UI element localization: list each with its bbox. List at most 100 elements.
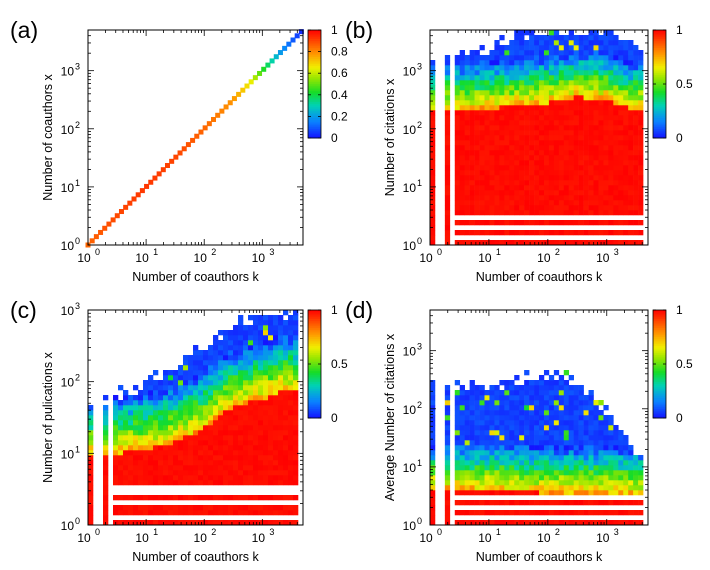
heatmap-cell: [459, 175, 465, 181]
heatmap-cell: [293, 495, 299, 501]
heatmap-cell: [553, 75, 560, 81]
heatmap-cell: [628, 240, 634, 246]
heatmap-cell: [598, 195, 604, 201]
heatmap-cell: [258, 455, 264, 461]
heatmap-cell: [283, 430, 289, 436]
heatmap-cell: [638, 115, 644, 121]
heatmap-cell: [208, 510, 214, 516]
heatmap-cell: [202, 125, 208, 131]
heatmap-cell: [459, 110, 465, 116]
heatmap-cell: [603, 105, 609, 111]
heatmap-cell: [464, 420, 470, 426]
heatmap-cell: [193, 380, 199, 386]
heatmap-cell: [598, 200, 604, 206]
heatmap-cell: [524, 185, 530, 191]
heatmap-cell: [519, 125, 525, 131]
heatmap-cell: [509, 40, 515, 46]
heatmap-cell: [173, 510, 179, 516]
heatmap-cell: [238, 365, 244, 371]
heatmap-cell: [283, 495, 289, 501]
heatmap-cell: [203, 505, 209, 511]
heatmap-cell: [203, 420, 209, 426]
heatmap-cell: [430, 440, 436, 446]
heatmap-cell: [593, 240, 599, 246]
heatmap-cell: [248, 445, 254, 451]
heatmap-cell: [563, 490, 570, 496]
heatmap-cell: [613, 430, 619, 436]
heatmap-cell: [273, 460, 279, 466]
heatmap-cell: [248, 79, 254, 85]
heatmap-cell: [193, 520, 199, 526]
colorbar-segment: [308, 98, 321, 101]
heatmap-cell: [543, 415, 550, 421]
heatmap-cell: [558, 455, 565, 461]
heatmap-cell: [268, 450, 274, 456]
heatmap-cell: [459, 120, 465, 126]
heatmap-cell: [548, 200, 555, 206]
heatmap-cell: [233, 405, 239, 411]
heatmap-cell: [568, 205, 574, 211]
heatmap-cell: [623, 445, 629, 451]
heatmap-cell: [454, 175, 461, 181]
colorbar-segment: [653, 322, 666, 325]
heatmap-cell: [568, 480, 574, 486]
heatmap-cell: [277, 50, 283, 56]
heatmap-cell: [608, 80, 614, 86]
colorbar-segment: [308, 31, 321, 35]
heatmap-cell: [263, 385, 269, 391]
heatmap-cell: [583, 180, 589, 186]
heatmap-cell: [218, 470, 224, 476]
x-axis-label: Number of coauthors k: [132, 270, 259, 284]
heatmap-cell: [494, 185, 500, 191]
heatmap-cell: [618, 165, 624, 171]
heatmap-cell: [613, 460, 619, 466]
colorbar-segment: [653, 71, 666, 74]
heatmap-cell: [283, 405, 289, 411]
heatmap-cell: [288, 505, 294, 511]
colorbar-segment: [308, 376, 321, 379]
heatmap-cell: [543, 390, 550, 396]
heatmap-cell: [543, 440, 550, 446]
heatmap-cell: [430, 90, 436, 96]
heatmap-cell: [484, 155, 490, 161]
heatmap-cell: [133, 415, 139, 421]
heatmap-cell: [588, 210, 594, 216]
heatmap-cell: [509, 500, 515, 506]
heatmap-cell: [238, 315, 244, 321]
heatmap-cell: [430, 425, 436, 431]
heatmap-cell: [444, 195, 451, 201]
heatmap-cell: [88, 475, 94, 481]
heatmap-cell: [534, 170, 540, 176]
heatmap-cell: [283, 450, 289, 456]
heatmap-cell: [583, 460, 589, 466]
heatmap-cell: [573, 135, 579, 141]
heatmap-cell: [248, 315, 254, 321]
heatmap-cell: [633, 200, 639, 206]
heatmap-cell: [88, 515, 94, 521]
heatmap-cell: [623, 490, 629, 496]
heatmap-cell: [539, 115, 545, 121]
heatmap-cell: [593, 415, 599, 421]
heatmap-cell: [459, 480, 465, 486]
heatmap-cell: [524, 460, 530, 466]
heatmap-cell: [588, 195, 594, 201]
heatmap-cell: [253, 430, 259, 436]
heatmap-cell: [519, 185, 525, 191]
heatmap-cell: [128, 455, 134, 461]
heatmap-cell: [479, 500, 485, 506]
heatmap-cell: [484, 410, 490, 416]
y-tick-label-exp: 0: [417, 516, 422, 526]
heatmap-cell: [243, 340, 249, 346]
heatmap-cell: [243, 470, 249, 476]
heatmap-cell: [243, 455, 249, 461]
heatmap-cell: [499, 90, 505, 96]
heatmap-cell: [494, 445, 500, 451]
heatmap-cell: [588, 485, 594, 491]
heatmap-cell: [238, 425, 244, 431]
heatmap-cell: [113, 475, 119, 481]
heatmap-cell: [253, 455, 259, 461]
heatmap-cell: [628, 65, 634, 71]
heatmap-cell: [158, 425, 164, 431]
heatmap-cell: [194, 133, 200, 139]
heatmap-cell: [248, 480, 254, 486]
